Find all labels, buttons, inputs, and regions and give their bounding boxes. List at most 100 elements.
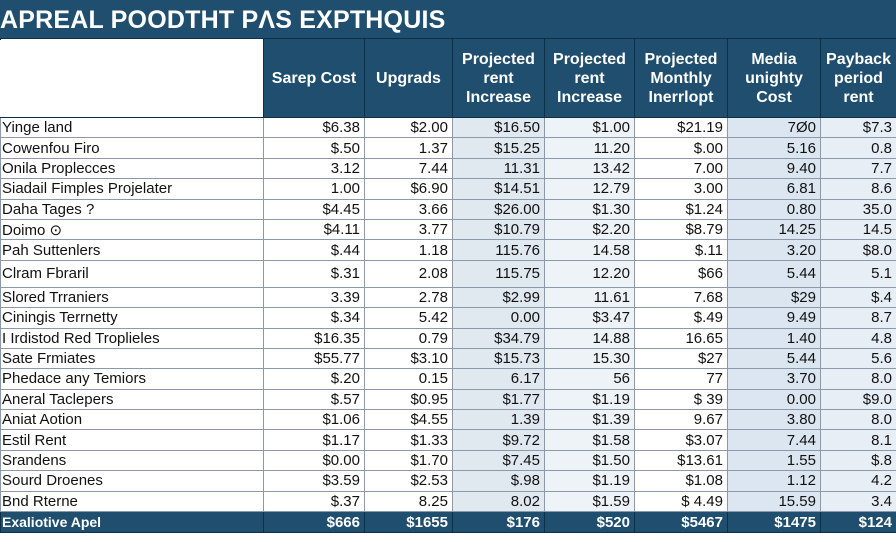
table-cell: 1.55: [728, 450, 821, 470]
table-cell: $10.79: [453, 219, 545, 239]
table-cell: $26.00: [453, 199, 545, 219]
row-label: I Irdistod Red Troplieles: [1, 328, 264, 348]
table-cell: $6.90: [365, 179, 453, 199]
table-cell: $13.61: [635, 450, 728, 470]
table-cell: 12.20: [545, 260, 635, 287]
column-header: Projected Monthly Inerrlopt: [635, 39, 728, 118]
table-cell: $2.00: [365, 118, 453, 138]
table-cell: $1.70: [365, 450, 453, 470]
row-label: Pah Suttenlers: [1, 240, 264, 260]
table-cell: $1.33: [365, 430, 453, 450]
table-cell: 8.1: [821, 430, 896, 450]
table-cell: $1.08: [635, 471, 728, 491]
table-cell: $.8: [821, 450, 896, 470]
table-cell: 14.88: [545, 328, 635, 348]
table-cell: $1.17: [264, 430, 365, 450]
table-cell: $3.59: [264, 471, 365, 491]
table-cell: 1.40: [728, 328, 821, 348]
row-label: Ciningis Terrnetty: [1, 308, 264, 328]
table-cell: 7.68: [635, 287, 728, 307]
table-cell: $.31: [264, 260, 365, 287]
table-cell: 0.8: [821, 138, 896, 158]
table-cell: 2.78: [365, 287, 453, 307]
table-cell: $0.95: [365, 389, 453, 409]
table-cell: $14.51: [453, 179, 545, 199]
table-cell: $1475: [728, 512, 821, 533]
table-cell: $34.79: [453, 328, 545, 348]
table-cell: $1.77: [453, 389, 545, 409]
column-header: Sarep Cost: [264, 39, 365, 118]
row-label: Phedace any Temiors: [1, 369, 264, 389]
row-label: Doimo ⊙: [1, 219, 264, 239]
table-cell: 16.65: [635, 328, 728, 348]
table-cell: 3.20: [728, 240, 821, 260]
table-cell: 3.39: [264, 287, 365, 307]
table-cell: 56: [545, 369, 635, 389]
table-cell: $4.45: [264, 199, 365, 219]
table-cell: $.20: [264, 369, 365, 389]
table-cell: 7.00: [635, 158, 728, 178]
table-cell: 35.0: [821, 199, 896, 219]
column-header: Projected rent Increase: [545, 39, 635, 118]
table-cell: $.37: [264, 491, 365, 511]
table-cell: 9.49: [728, 308, 821, 328]
table-cell: $.57: [264, 389, 365, 409]
table-cell: 5.1: [821, 260, 896, 287]
table-cell: 2.08: [365, 260, 453, 287]
row-label: Exaliotive Apel: [1, 512, 264, 533]
row-label: Clram Fbraril: [1, 260, 264, 287]
table-cell: 4.2: [821, 471, 896, 491]
table-cell: $.44: [264, 240, 365, 260]
row-label: Srandens: [1, 450, 264, 470]
table-cell: $1.24: [635, 199, 728, 219]
table-cell: $15.73: [453, 348, 545, 368]
row-label: Aneral Taclepers: [1, 389, 264, 409]
table-cell: 11.61: [545, 287, 635, 307]
row-label: Yinge land: [1, 118, 264, 138]
table-cell: $21.19: [635, 118, 728, 138]
table-cell: 3.66: [365, 199, 453, 219]
table-cell: $.11: [635, 240, 728, 260]
table-cell: 8.02: [453, 491, 545, 511]
table-cell: $ 4.49: [635, 491, 728, 511]
table-cell: $2.20: [545, 219, 635, 239]
row-label: Estil Rent: [1, 430, 264, 450]
header-row: Sarep Cost Upgrads Projected rent Increa…: [1, 39, 896, 118]
table-cell: 14.5: [821, 219, 896, 239]
row-label: Sourd Droenes: [1, 471, 264, 491]
table-cell: $7.45: [453, 450, 545, 470]
table-cell: $3.07: [635, 430, 728, 450]
row-label: Cowenfou Firo: [1, 138, 264, 158]
column-header: Payback period rent: [821, 39, 896, 118]
table-cell: $.00: [635, 138, 728, 158]
table-cell: $15.25: [453, 138, 545, 158]
table-cell: $.50: [264, 138, 365, 158]
table-cell: $16.50: [453, 118, 545, 138]
column-header: Media unighty Cost: [728, 39, 821, 118]
table-cell: 0.79: [365, 328, 453, 348]
table-cell: $66: [635, 260, 728, 287]
table-cell: $3.10: [365, 348, 453, 368]
column-header: Projected rent Increase: [453, 39, 545, 118]
table-cell: $8.0: [821, 240, 896, 260]
table-cell: $0.00: [264, 450, 365, 470]
table-cell: $2.53: [365, 471, 453, 491]
table-cell: 7.44: [728, 430, 821, 450]
table-cell: 7.44: [365, 158, 453, 178]
table-cell: 115.75: [453, 260, 545, 287]
row-label: Siadail Fimples Projelater: [1, 179, 264, 199]
table-cell: $.98: [453, 471, 545, 491]
column-header: Upgrads: [365, 39, 453, 118]
table-cell: $ 39: [635, 389, 728, 409]
